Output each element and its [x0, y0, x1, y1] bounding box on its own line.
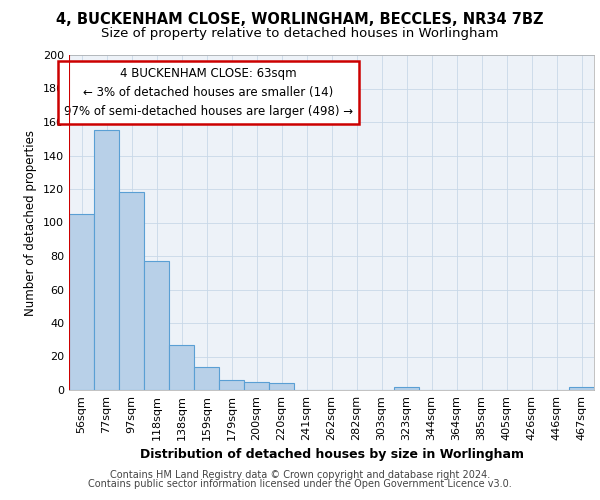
- Text: 4, BUCKENHAM CLOSE, WORLINGHAM, BECCLES, NR34 7BZ: 4, BUCKENHAM CLOSE, WORLINGHAM, BECCLES,…: [56, 12, 544, 28]
- Text: Contains HM Land Registry data © Crown copyright and database right 2024.: Contains HM Land Registry data © Crown c…: [110, 470, 490, 480]
- Bar: [219, 380, 244, 390]
- Bar: [69, 214, 94, 390]
- Bar: [394, 386, 419, 390]
- Bar: [144, 261, 169, 390]
- X-axis label: Distribution of detached houses by size in Worlingham: Distribution of detached houses by size …: [139, 448, 523, 462]
- Bar: [94, 130, 119, 390]
- Text: Contains public sector information licensed under the Open Government Licence v3: Contains public sector information licen…: [88, 479, 512, 489]
- Bar: [194, 366, 219, 390]
- Text: Size of property relative to detached houses in Worlingham: Size of property relative to detached ho…: [101, 28, 499, 40]
- Y-axis label: Number of detached properties: Number of detached properties: [25, 130, 37, 316]
- Text: 4 BUCKENHAM CLOSE: 63sqm
← 3% of detached houses are smaller (14)
97% of semi-de: 4 BUCKENHAM CLOSE: 63sqm ← 3% of detache…: [64, 66, 353, 118]
- Bar: [269, 384, 294, 390]
- Bar: [119, 192, 144, 390]
- Bar: [169, 345, 194, 390]
- Bar: [569, 386, 594, 390]
- Bar: [244, 382, 269, 390]
